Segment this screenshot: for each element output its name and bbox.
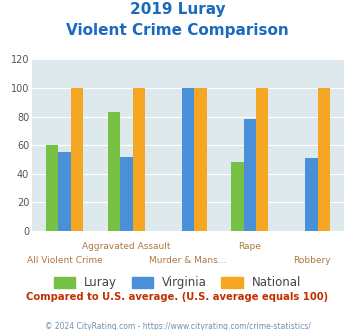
Bar [305, 158, 318, 231]
Text: All Violent Crime: All Violent Crime [27, 256, 103, 265]
Bar [46, 145, 59, 231]
Bar [59, 152, 71, 231]
Bar [244, 119, 256, 231]
Bar [132, 88, 145, 231]
Text: Aggravated Assault: Aggravated Assault [82, 242, 171, 251]
Text: Murder & Mans...: Murder & Mans... [149, 256, 227, 265]
Bar [318, 88, 330, 231]
Text: © 2024 CityRating.com - https://www.cityrating.com/crime-statistics/: © 2024 CityRating.com - https://www.city… [45, 322, 310, 330]
Text: Robbery: Robbery [293, 256, 331, 265]
Text: Compared to U.S. average. (U.S. average equals 100): Compared to U.S. average. (U.S. average … [26, 292, 329, 302]
Text: Violent Crime Comparison: Violent Crime Comparison [66, 23, 289, 38]
Bar [231, 162, 244, 231]
Text: Rape: Rape [239, 242, 261, 251]
Legend: Luray, Virginia, National: Luray, Virginia, National [49, 272, 306, 294]
Bar [182, 88, 194, 231]
Bar [194, 88, 207, 231]
Bar [108, 112, 120, 231]
Bar [120, 157, 132, 231]
Text: 2019 Luray: 2019 Luray [130, 2, 225, 16]
Bar [256, 88, 268, 231]
Bar [71, 88, 83, 231]
